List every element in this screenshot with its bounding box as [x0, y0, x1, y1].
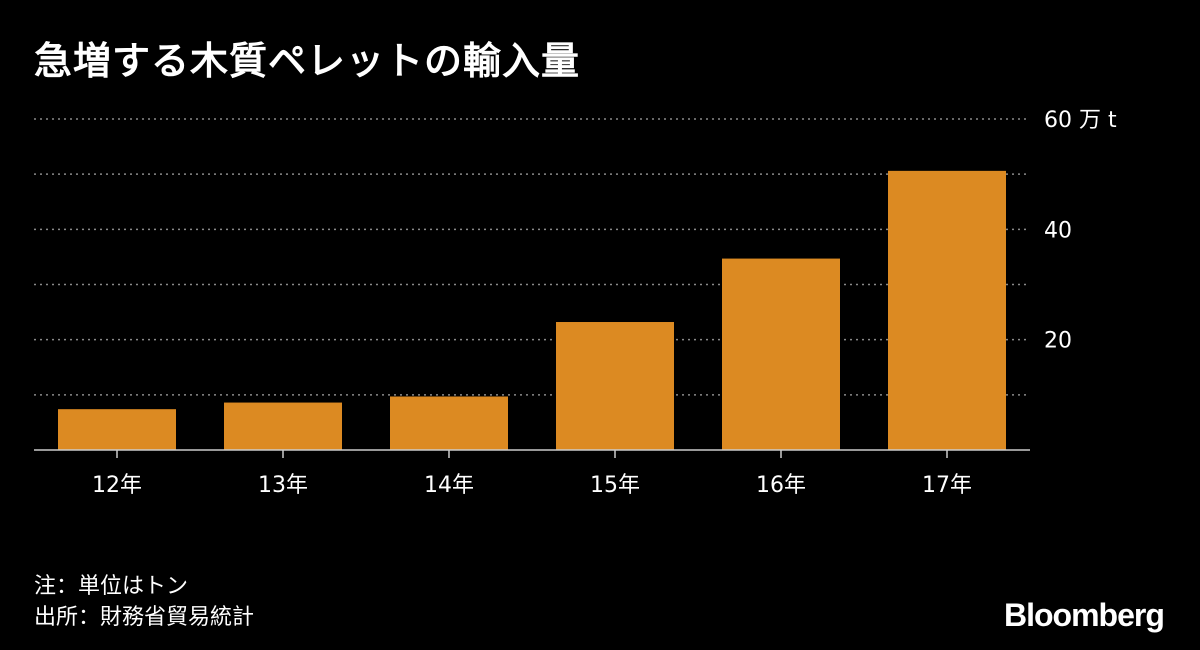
x-tick-label-13年: 13年	[258, 473, 308, 498]
y-tick-label-20: 20	[1044, 329, 1072, 354]
grid-layer	[34, 118, 1030, 396]
axis-layer: 20 40 60 万 t 12年 13年 14年 15年 16年 17年	[34, 108, 1117, 498]
source-note: 出所：財務省貿易統計	[34, 605, 255, 630]
bloomberg-logo: Bloomberg	[1004, 597, 1165, 633]
bar-16年	[722, 258, 840, 450]
bar-chart: 20 40 60 万 t 12年 13年 14年 15年 16年 17年	[34, 108, 1117, 498]
bar-17年	[888, 170, 1006, 450]
bar-15年	[556, 322, 674, 450]
chart-title: 急増する木質ペレットの輸入量	[34, 39, 581, 83]
bar-14年	[390, 396, 508, 450]
x-tick-label-14年: 14年	[424, 473, 474, 498]
unit-note: 注：単位はトン	[34, 574, 189, 599]
x-tick-label-12年: 12年	[92, 473, 142, 498]
x-tick-label-17年: 17年	[922, 473, 972, 498]
x-tick-label-16年: 16年	[756, 473, 806, 498]
bar-13年	[224, 402, 342, 450]
x-tick-label-15年: 15年	[590, 473, 640, 498]
y-tick-label-60: 60 万 t	[1044, 108, 1117, 133]
y-tick-label-40: 40	[1044, 218, 1072, 243]
bars-layer	[58, 170, 1006, 450]
bar-12年	[58, 409, 176, 450]
